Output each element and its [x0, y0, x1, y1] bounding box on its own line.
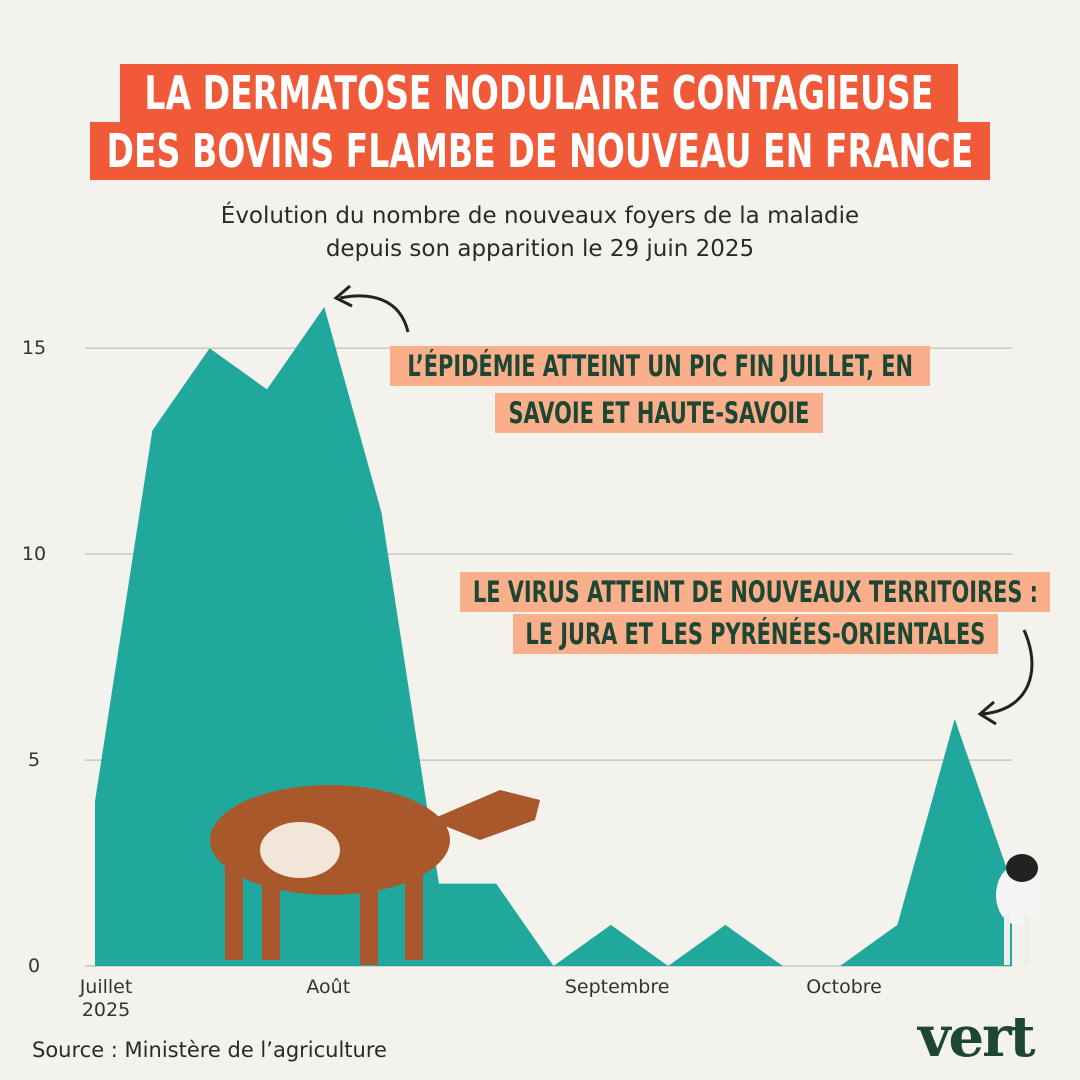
x-tick-label: Juillet 2025: [79, 976, 133, 1021]
arrow: [981, 629, 1034, 716]
annotation-text: SAVOIE ET HAUTE-SAVOIE: [508, 396, 810, 430]
calf-illustration: [996, 854, 1040, 965]
arrowhead: [977, 700, 997, 726]
title-box: LA DERMATOSE NODULAIRE CONTAGIEUSE: [120, 64, 958, 122]
title: LA DERMATOSE NODULAIRE CONTAGIEUSE: [144, 66, 934, 120]
title: DES BOVINS FLAMBE DE NOUVEAU EN FRANCE: [106, 124, 974, 178]
subtitle: Évolution du nombre de nouveaux foyers d…: [220, 203, 860, 229]
x-tick-label: Octobre: [806, 976, 882, 998]
x-tick-label: Août: [306, 976, 351, 998]
y-tick-label: 10: [21, 543, 47, 566]
annotation: LE JURA ET LES PYRÉNÉES-ORIENTALES: [513, 614, 998, 654]
cow-illustration: [210, 785, 540, 965]
arrowhead: [333, 284, 353, 308]
subtitle: depuis son apparition le 29 juin 2025: [325, 236, 755, 262]
annotation: LE VIRUS ATTEINT DE NOUVEAUX TERRITOIRES…: [460, 572, 1050, 612]
decor: [210, 284, 1040, 965]
annotation: SAVOIE ET HAUTE-SAVOIE: [495, 393, 823, 433]
y-tick-label: 15: [21, 337, 47, 360]
source: Source : Ministère de l’agriculture: [32, 1038, 387, 1062]
logo: vert: [918, 1004, 1036, 1070]
annotation-text: LE VIRUS ATTEINT DE NOUVEAUX TERRITOIRES…: [472, 575, 1038, 609]
y-tick-label: 5: [27, 749, 41, 772]
arrow: [339, 294, 410, 333]
title-box: DES BOVINS FLAMBE DE NOUVEAU EN FRANCE: [90, 122, 990, 180]
annotation-text: L’ÉPIDÉMIE ATTEINT UN PIC FIN JUILLET, E…: [407, 349, 913, 383]
annotation: L’ÉPIDÉMIE ATTEINT UN PIC FIN JUILLET, E…: [390, 346, 930, 386]
x-tick-label: Septembre: [564, 976, 670, 998]
y-tick-label: 0: [27, 955, 41, 977]
annotation-text: LE JURA ET LES PYRÉNÉES-ORIENTALES: [525, 617, 986, 651]
